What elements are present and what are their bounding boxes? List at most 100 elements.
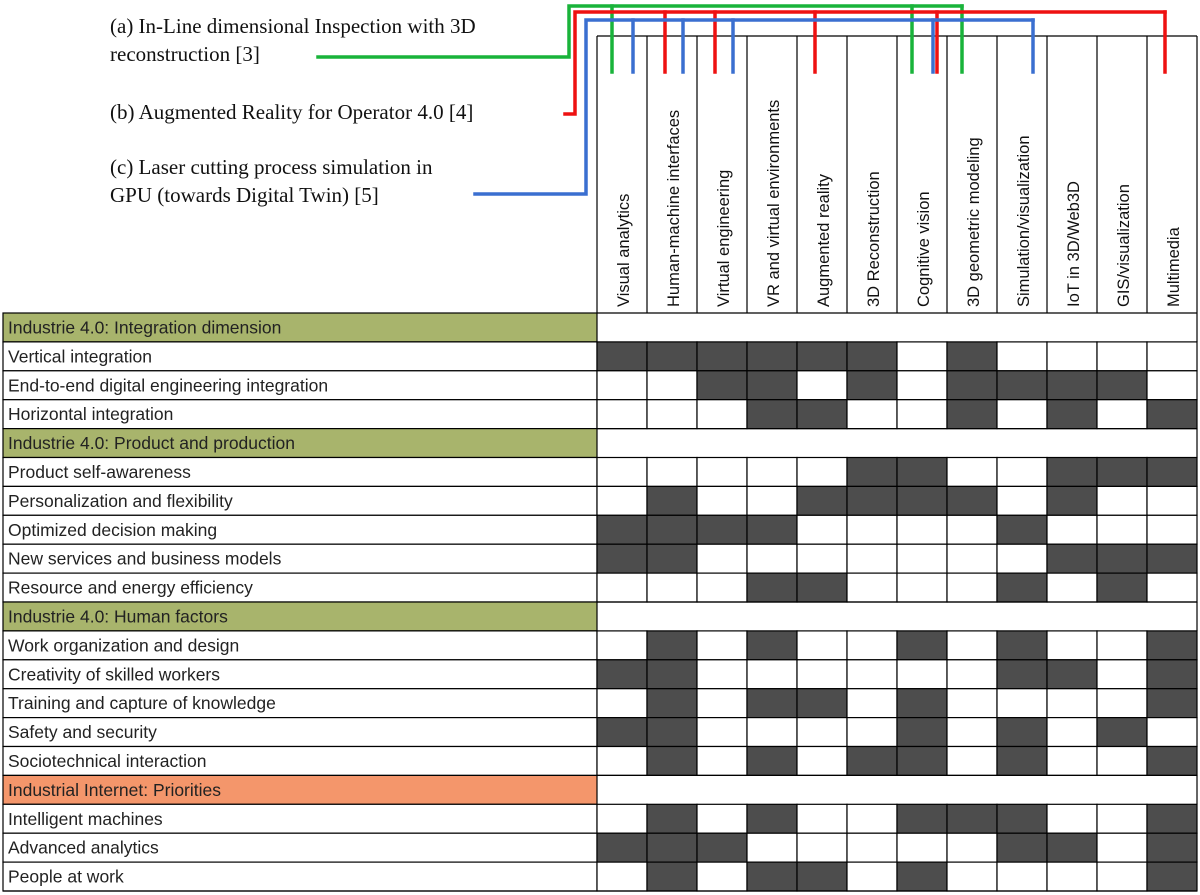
matrix-cell-empty — [1046, 514, 1098, 545]
matrix-cell-filled — [646, 745, 698, 776]
matrix-cell-empty — [696, 630, 748, 661]
row-label: Work organization and design — [8, 635, 239, 655]
matrix-cell-empty — [696, 399, 748, 430]
matrix-cell-empty — [1046, 688, 1098, 719]
matrix-cell-filled — [746, 630, 798, 661]
matrix-cell-filled — [996, 370, 1048, 401]
matrix-cell-empty — [1096, 803, 1148, 834]
connector-trunk — [563, 10, 1167, 116]
matrix-cell-empty — [1096, 485, 1148, 516]
matrix-cell-filled — [646, 485, 698, 516]
matrix-cell-filled — [896, 745, 948, 776]
connector-b — [563, 10, 1167, 116]
matrix-cell-filled — [1146, 745, 1198, 776]
matrix-cell-empty — [1046, 716, 1098, 748]
section-header-label: Industrie 4.0: Integration dimension — [8, 317, 281, 337]
matrix-cell-empty — [1146, 370, 1198, 401]
row-label: Resource and energy efficiency — [8, 578, 253, 598]
matrix-cell-filled — [1046, 370, 1098, 401]
matrix-cell-empty — [896, 341, 948, 372]
matrix-cell-filled — [646, 803, 698, 834]
matrix-cell-filled — [1146, 832, 1198, 863]
matrix-cell-filled — [796, 688, 848, 719]
matrix-cell-empty — [996, 688, 1048, 719]
matrix-cell-filled — [1046, 543, 1098, 574]
row-label: Advanced analytics — [8, 838, 159, 858]
matrix-cell-empty — [946, 456, 998, 487]
matrix-cell-empty — [946, 688, 998, 719]
matrix-cell-filled — [646, 543, 698, 574]
matrix-cell-filled — [596, 514, 648, 545]
matrix-cell-filled — [1146, 456, 1198, 487]
matrix-cell-filled — [696, 832, 748, 863]
matrix-cell-empty — [746, 659, 798, 690]
matrix-cell-empty — [746, 456, 798, 487]
matrix-cell-filled — [1146, 399, 1198, 430]
matrix-cell-filled — [996, 630, 1048, 661]
annotation-a-line-1: (a) In-Line dimensional Inspection with … — [110, 14, 476, 38]
matrix-cell-filled — [1096, 543, 1148, 574]
matrix-cell-filled — [796, 861, 848, 892]
row-label: Personalization and flexibility — [8, 491, 233, 511]
section-header — [2, 601, 598, 632]
annotation-c-line-1: (c) Laser cutting process simulation in — [110, 155, 433, 179]
matrix-cell-filled — [596, 716, 648, 748]
matrix-cell-filled — [1146, 543, 1198, 574]
matrix-cell-empty — [696, 716, 748, 748]
row-label: Product self-awareness — [8, 462, 191, 482]
matrix-cell-empty — [596, 456, 648, 487]
matrix-cell-filled — [896, 630, 948, 661]
matrix-cell-filled — [996, 716, 1048, 748]
matrix-cell-filled — [846, 341, 898, 372]
matrix-cell-empty — [946, 716, 998, 748]
annotation-c: (c) Laser cutting process simulation in … — [110, 153, 433, 209]
matrix-cell-empty — [796, 543, 848, 574]
row-label: Sociotechnical interaction — [8, 751, 206, 771]
matrix-cell-empty — [1096, 688, 1148, 719]
matrix-cell-filled — [1096, 572, 1148, 603]
matrix-cell-empty — [646, 572, 698, 603]
matrix-cell-filled — [796, 485, 848, 516]
matrix-cell-filled — [1146, 861, 1198, 892]
row-label-cell — [2, 659, 598, 690]
row-label-cell — [2, 745, 598, 776]
section-header — [2, 428, 598, 459]
matrix-cell-empty — [796, 659, 848, 690]
matrix-cell-empty — [1046, 572, 1098, 603]
matrix-cell-filled — [946, 803, 998, 834]
row-label: Optimized decision making — [8, 520, 217, 540]
matrix-cell-empty — [696, 543, 748, 574]
matrix-cell-empty — [996, 861, 1048, 892]
matrix-cell-filled — [796, 399, 848, 430]
matrix-cell-filled — [746, 399, 798, 430]
matrix-cell-empty — [796, 630, 848, 661]
matrix-cell-empty — [1146, 716, 1198, 748]
matrix-cell-empty — [1096, 630, 1148, 661]
matrix-cell-filled — [996, 659, 1048, 690]
matrix-cell-empty — [996, 399, 1048, 430]
matrix-cell-empty — [1096, 745, 1148, 776]
matrix-cell-empty — [996, 456, 1048, 487]
matrix-cell-filled — [896, 456, 948, 487]
matrix-cell-filled — [896, 861, 948, 892]
matrix-cell-filled — [646, 514, 698, 545]
matrix-cell-empty — [946, 659, 998, 690]
matrix-cell-filled — [996, 745, 1048, 776]
matrix-cell-filled — [1046, 832, 1098, 863]
matrix-cell-filled — [696, 370, 748, 401]
matrix-cell-empty — [796, 514, 848, 545]
matrix-cell-empty — [646, 456, 698, 487]
matrix-cell-empty — [846, 514, 898, 545]
matrix-cell-empty — [696, 659, 748, 690]
matrix-cell-empty — [896, 832, 948, 863]
matrix-cell-filled — [796, 572, 848, 603]
matrix-cell-empty — [1096, 341, 1148, 372]
matrix-cell-filled — [646, 832, 698, 863]
connector-trunk — [473, 18, 1035, 196]
matrix-cell-filled — [1146, 803, 1198, 834]
column-header-label: IoT in 3D/Web3D — [1065, 181, 1083, 307]
matrix-cell-empty — [946, 861, 998, 892]
matrix-cell-filled — [1046, 659, 1098, 690]
row-label: Intelligent machines — [8, 809, 163, 829]
matrix-cell-empty — [696, 861, 748, 892]
